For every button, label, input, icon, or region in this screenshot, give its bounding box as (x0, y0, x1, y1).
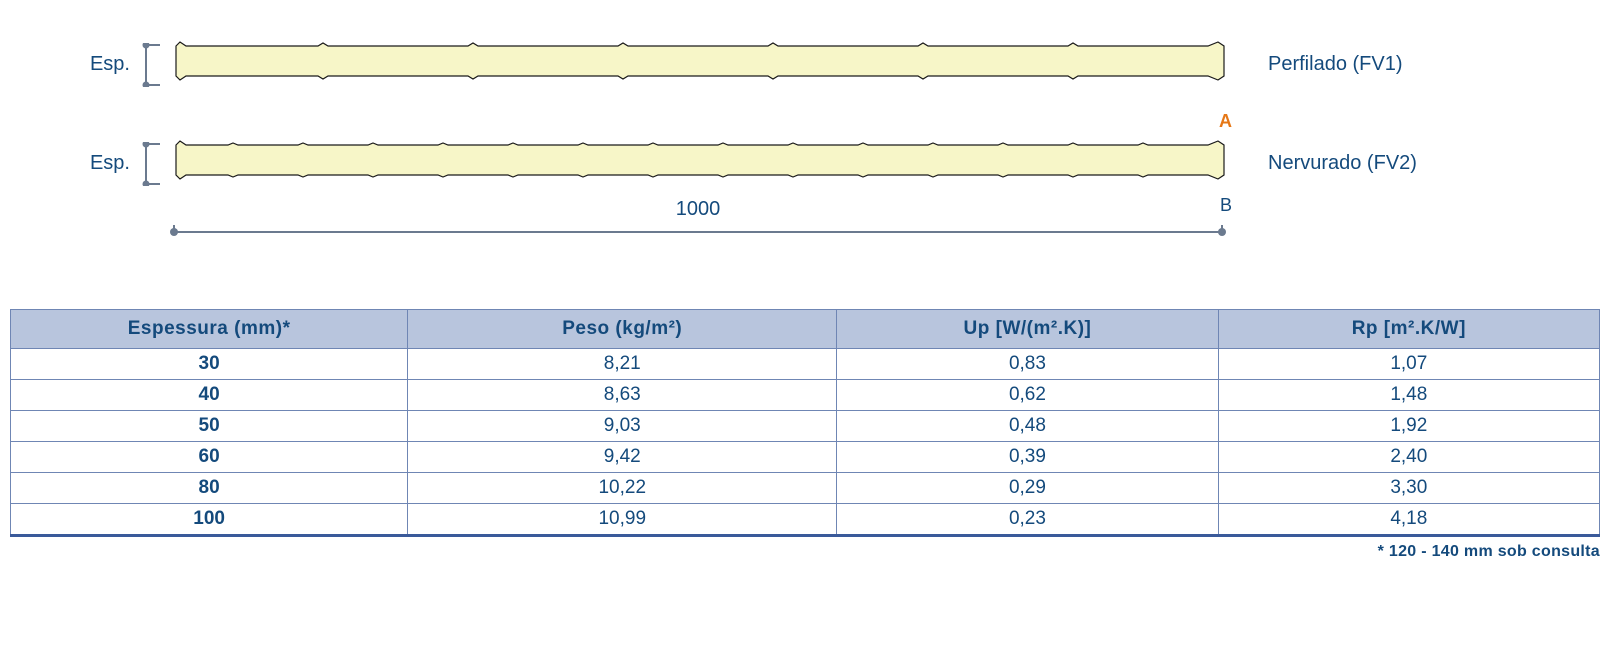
table-row: 10010,990,234,18 (11, 504, 1600, 536)
spec-table: Espessura (mm)* Peso (kg/m²) Up [W/(m².K… (10, 309, 1600, 537)
table-cell: 9,03 (408, 411, 837, 442)
table-cell: 10,22 (408, 473, 837, 504)
table-cell: 30 (11, 349, 408, 380)
panel-cross-section-1 (168, 40, 1228, 89)
table-cell: 3,30 (1218, 473, 1599, 504)
table-footnote: * 120 - 140 mm sob consulta (10, 543, 1600, 561)
diagram-area: Esp. Perfilado (FV1) Esp. (10, 20, 1600, 269)
width-dimension: 1000 (168, 198, 1228, 239)
table-cell: 1,48 (1218, 380, 1599, 411)
table-cell: 0,29 (837, 473, 1218, 504)
table-cell: 0,48 (837, 411, 1218, 442)
table-cell: 9,42 (408, 442, 837, 473)
profile-name-1: Perfilado (FV1) (1268, 53, 1403, 76)
table-cell: 0,62 (837, 380, 1218, 411)
col-header: Peso (kg/m²) (408, 310, 837, 349)
table-row: 308,210,831,07 (11, 349, 1600, 380)
table-cell: 4,18 (1218, 504, 1599, 536)
thickness-label: Esp. (70, 53, 130, 76)
col-header: Espessura (mm)* (11, 310, 408, 349)
table-cell: 8,63 (408, 380, 837, 411)
panel-cross-section-2: A B (168, 139, 1228, 188)
table-cell: 0,39 (837, 442, 1218, 473)
profile-name-2: Nervurado (FV2) (1268, 152, 1417, 175)
thickness-label: Esp. (70, 152, 130, 175)
table-cell: 40 (11, 380, 408, 411)
table-cell: 80 (11, 473, 408, 504)
table-cell: 1,92 (1218, 411, 1599, 442)
thickness-bracket-icon (138, 43, 168, 87)
table-header-row: Espessura (mm)* Peso (kg/m²) Up [W/(m².K… (11, 310, 1600, 349)
table-cell: 60 (11, 442, 408, 473)
table-cell: 8,21 (408, 349, 837, 380)
table-cell: 10,99 (408, 504, 837, 536)
table-row: 509,030,481,92 (11, 411, 1600, 442)
table-row: 609,420,392,40 (11, 442, 1600, 473)
table-cell: 100 (11, 504, 408, 536)
table-row: 8010,220,293,30 (11, 473, 1600, 504)
col-header: Rp [m².K/W] (1218, 310, 1599, 349)
table-row: 408,630,621,48 (11, 380, 1600, 411)
profile-row-2: Esp. A B Nervurado (FV2) (70, 139, 1540, 188)
table-cell: 50 (11, 411, 408, 442)
table-cell: 0,23 (837, 504, 1218, 536)
width-value: 1000 (676, 198, 721, 221)
profile-row-1: Esp. Perfilado (FV1) (70, 40, 1540, 89)
col-header: Up [W/(m².K)] (837, 310, 1218, 349)
table-cell: 2,40 (1218, 442, 1599, 473)
table-cell: 1,07 (1218, 349, 1599, 380)
annotation-a: A (1219, 111, 1232, 132)
annotation-b: B (1220, 195, 1232, 216)
thickness-bracket-icon (138, 142, 168, 186)
table-cell: 0,83 (837, 349, 1218, 380)
